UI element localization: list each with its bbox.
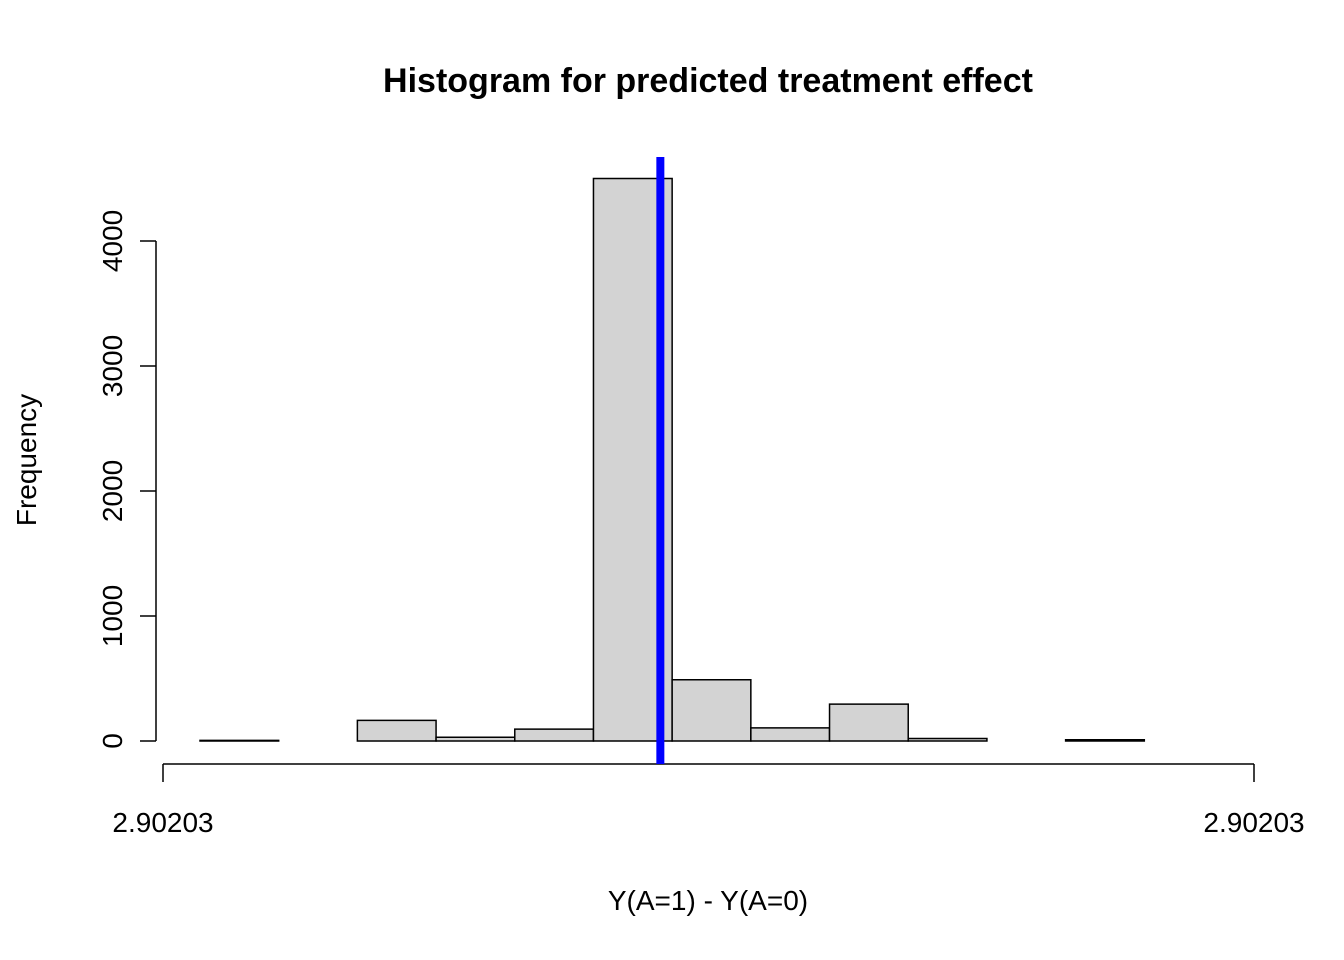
histogram-bar xyxy=(1064,739,1146,742)
histogram-bar xyxy=(199,739,280,742)
chart-title: Histogram for predicted treatment effect xyxy=(383,62,1033,100)
y-tick-label: 4000 xyxy=(97,210,128,272)
y-tick-label: 1000 xyxy=(97,585,128,647)
x-axis: 2.90203 2.90203 xyxy=(112,763,1305,838)
y-axis-label: Frequency xyxy=(11,394,42,526)
x-tick-label: 2.90203 xyxy=(1203,807,1304,838)
histogram-bar xyxy=(750,727,831,742)
histogram-bar xyxy=(514,728,595,742)
y-tick-label: 3000 xyxy=(97,335,128,397)
histogram-bar xyxy=(356,719,437,742)
y-axis: 0 1000 2000 3000 4000 xyxy=(97,210,157,749)
y-tick-label: 0 xyxy=(97,733,128,749)
y-tick-label: 2000 xyxy=(97,460,128,522)
histogram-bar xyxy=(828,703,909,742)
x-axis-label: Y(A=1) - Y(A=0) xyxy=(608,885,808,916)
histogram-bar xyxy=(671,679,752,742)
histogram-bar xyxy=(435,736,516,742)
x-tick-label: 2.90203 xyxy=(112,807,213,838)
histogram-bar xyxy=(907,737,988,742)
bars-group xyxy=(199,177,1146,742)
